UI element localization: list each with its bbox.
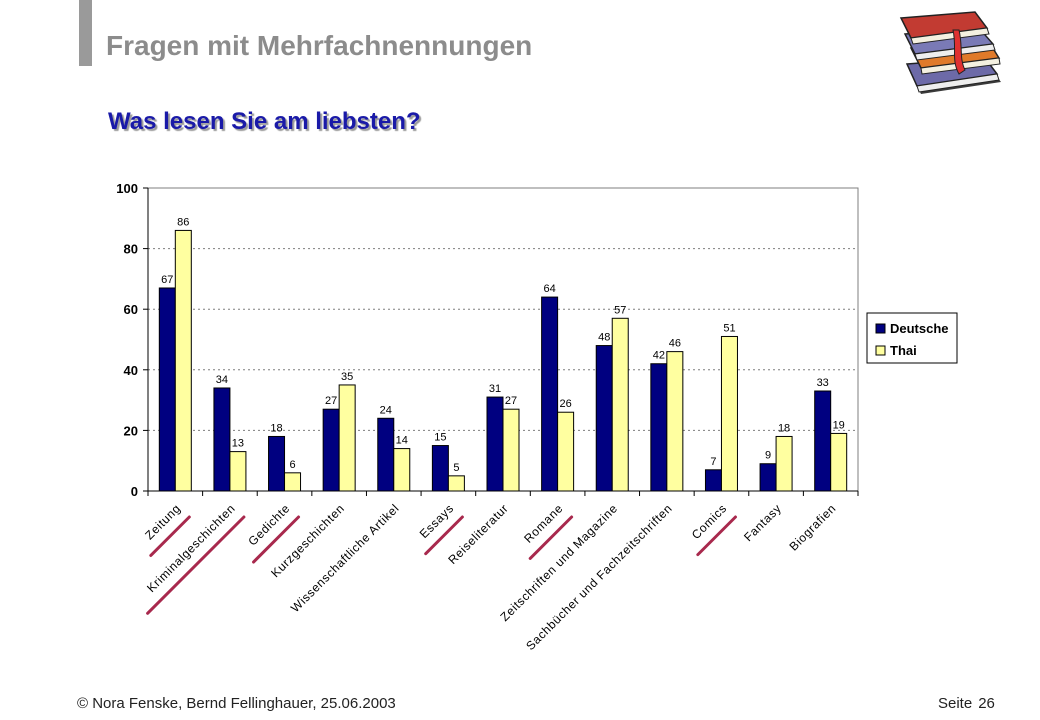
data-label: 57 (614, 304, 626, 316)
x-tick-label: Wissenschaftliche Artikel (288, 501, 402, 615)
bar-thai (830, 432, 848, 492)
data-label: 24 (380, 404, 392, 416)
bar-deutsche (268, 435, 286, 492)
data-label: 18 (270, 422, 282, 434)
y-tick-label: 60 (124, 302, 138, 317)
data-label: 26 (559, 398, 571, 410)
data-label: 33 (817, 377, 829, 389)
title-accent-bar (79, 0, 92, 66)
y-tick-label: 40 (124, 363, 138, 378)
data-labels: 67 86 34 13 18 6 27 35 24 14 15 5 31 27 64 26 48 57 42 46 7 5… (161, 216, 845, 473)
x-tick-label: Zeitschriften und Magazine (498, 501, 621, 624)
x-tick-label: Essays (417, 501, 457, 541)
bar-deutsche (541, 296, 559, 492)
category-underline (424, 515, 464, 556)
legend-swatch-thai (875, 345, 886, 356)
data-label: 67 (161, 274, 173, 286)
bar-deutsche (595, 345, 613, 492)
x-tick-label: Gedichte (245, 501, 292, 548)
bar-thai (447, 475, 465, 492)
bar-deutsche (704, 469, 722, 492)
footer-copyright: © Nora Fenske, Bernd Fellinghauer, 25.06… (77, 695, 396, 712)
footer-page: Seite 26 (938, 695, 995, 712)
bar-deutsche (650, 363, 668, 492)
bar-deutsche (814, 390, 832, 492)
bar-thai (502, 408, 520, 492)
data-label: 5 (453, 462, 459, 474)
bar-deutsche (213, 387, 231, 492)
bar-deutsche (759, 463, 777, 492)
legend: Deutsche Thai (866, 312, 958, 364)
bar-deutsche (377, 417, 395, 492)
data-label: 27 (505, 395, 517, 407)
bar-thai (393, 448, 411, 492)
data-label: 7 (710, 456, 716, 468)
page-number: 26 (978, 695, 995, 712)
y-tick-label: 80 (124, 242, 138, 257)
x-tick-label: Biografien (786, 501, 838, 553)
bars (158, 229, 848, 492)
bar-thai (557, 411, 575, 492)
category-underline (528, 515, 574, 560)
data-label: 18 (778, 422, 790, 434)
x-tick-label: Romane (521, 501, 566, 546)
data-label: 9 (765, 450, 771, 462)
bar-thai (720, 335, 738, 492)
y-tick-label: 0 (131, 484, 138, 499)
data-label: 13 (232, 438, 244, 450)
bar-thai (611, 317, 629, 492)
data-label: 86 (177, 216, 189, 228)
slide-title: Fragen mit Mehrfachnennungen (106, 30, 533, 61)
x-tick-label: Fantasy (741, 501, 784, 544)
bar-deutsche (322, 408, 340, 492)
bar-thai (666, 351, 684, 492)
data-label: 27 (325, 395, 337, 407)
y-tick-label: 100 (116, 181, 138, 196)
data-label: 46 (669, 338, 681, 350)
bar-thai (775, 435, 793, 492)
x-tick-label: Comics (689, 501, 730, 542)
category-underlines (146, 515, 737, 615)
bar-thai (284, 472, 302, 492)
bar-deutsche (486, 396, 504, 492)
data-label: 35 (341, 371, 353, 383)
data-label: 6 (289, 459, 295, 471)
stack-of-books-icon (899, 11, 1001, 94)
data-label: 31 (489, 383, 501, 395)
bar-thai (338, 384, 356, 492)
legend-swatch-deutsche (875, 323, 886, 334)
data-label: 42 (653, 350, 665, 362)
category-underline (149, 515, 191, 557)
category-underline (252, 515, 301, 564)
bar-thai (174, 229, 192, 492)
chart-question: Was lesen Sie am liebsten? (108, 108, 421, 135)
x-tick-label: Zeitung (142, 501, 183, 542)
data-label: 34 (216, 374, 228, 386)
data-label: 15 (434, 432, 446, 444)
data-label: 64 (543, 283, 555, 295)
y-tick-label: 20 (124, 423, 138, 438)
data-label: 48 (598, 332, 610, 344)
bar-deutsche (431, 445, 449, 492)
bar-thai (229, 451, 247, 492)
category-underline (696, 515, 737, 557)
page-label: Seite (938, 695, 973, 712)
data-label: 19 (833, 419, 845, 431)
data-label: 51 (723, 322, 735, 334)
bar-deutsche (158, 287, 176, 492)
legend-label: Deutsche (890, 321, 949, 336)
category-underline (146, 515, 246, 615)
legend-label: Thai (890, 343, 917, 358)
data-label: 14 (396, 435, 408, 447)
